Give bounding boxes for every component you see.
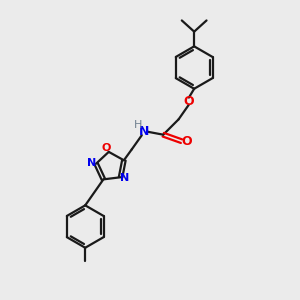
Text: H: H (134, 120, 142, 130)
Text: O: O (102, 143, 111, 153)
Text: N: N (120, 173, 129, 183)
Text: N: N (139, 125, 149, 138)
Text: N: N (87, 158, 97, 168)
Text: O: O (182, 135, 192, 148)
Text: O: O (184, 94, 194, 108)
